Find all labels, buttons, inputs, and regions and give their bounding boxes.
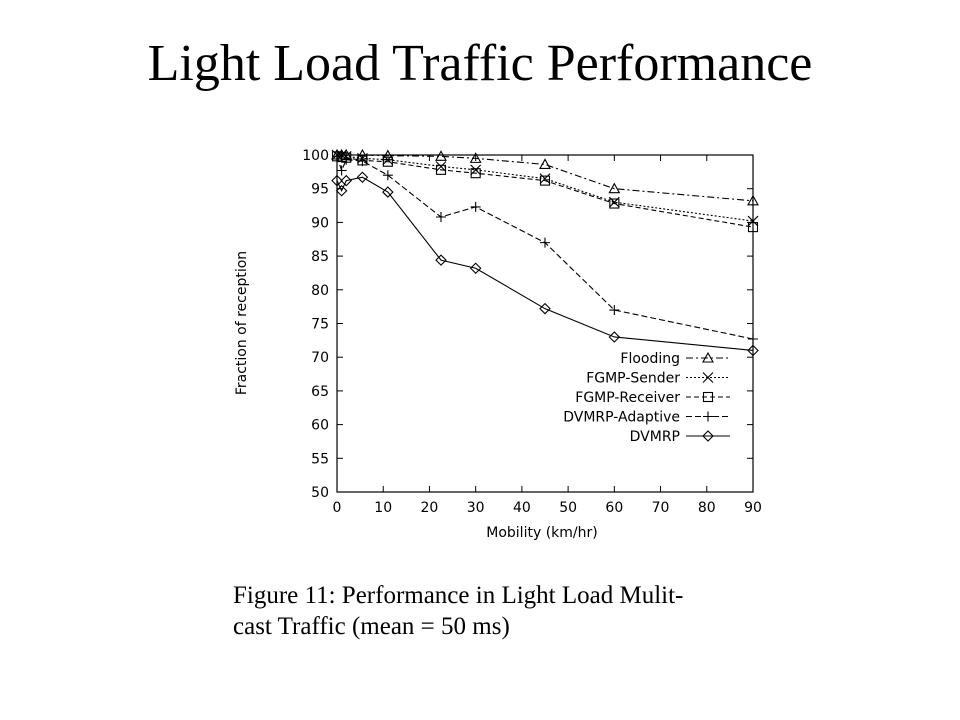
data-point <box>748 334 758 345</box>
x-tick-label: 0 <box>333 500 342 516</box>
legend: Flooding FGMP-Sender FGMP-Receiver DVMRP-Ad… <box>563 351 730 445</box>
data-point <box>382 154 394 166</box>
y-tick-label: 65 <box>311 384 329 400</box>
x-tick-label: 60 <box>605 500 623 516</box>
tick-labels: 0 10 20 30 40 50 60 70 80 90 50 55 60 65 70 75 80 85 90 95 1… <box>302 148 762 516</box>
data-point <box>747 222 759 233</box>
data-point <box>539 158 551 169</box>
y-tick-label: 55 <box>311 451 329 467</box>
data-point <box>747 215 759 227</box>
x-tick-label: 90 <box>744 500 762 516</box>
data-point <box>435 254 447 266</box>
y-tick-label: 85 <box>311 249 329 265</box>
data-point <box>382 170 393 181</box>
legend-label: FGMP-Receiver <box>575 390 680 406</box>
data-point <box>356 171 369 184</box>
data-point <box>357 156 368 167</box>
x-tick-label: 80 <box>698 500 716 516</box>
data-point <box>747 194 759 206</box>
data-point <box>382 186 394 198</box>
data-point <box>435 150 447 161</box>
legend-marker <box>702 372 714 383</box>
y-tick-label: 60 <box>311 418 329 434</box>
x-tick-label: 30 <box>467 500 485 516</box>
caption-line-1: Figure 11: Performance in Light Load Mul… <box>233 582 684 609</box>
data-point <box>382 156 393 167</box>
axes <box>336 154 754 493</box>
y-tick-label: 100 <box>302 148 329 164</box>
data-point <box>470 201 481 212</box>
series-dvmrp-adaptive <box>332 151 758 345</box>
data-point <box>608 182 621 194</box>
y-tick-label: 80 <box>311 283 329 299</box>
plot-frame <box>336 154 754 493</box>
y-tick-label: 90 <box>311 215 329 231</box>
legend-entry: DVMRP-Adaptive <box>563 410 730 426</box>
series-line <box>336 176 754 352</box>
data-point <box>608 331 621 343</box>
legend-entry: Flooding <box>620 351 730 367</box>
legend-entry: FGMP-Sender <box>586 371 730 387</box>
legend-label: FGMP-Sender <box>586 371 680 387</box>
series-lines <box>331 148 759 357</box>
legend-entry: DVMRP <box>630 429 730 445</box>
legend-label: Flooding <box>620 351 680 367</box>
data-point <box>435 164 447 175</box>
series-flooding <box>331 148 759 206</box>
data-point <box>470 168 481 179</box>
x-tick-label: 20 <box>421 500 439 516</box>
data-point <box>341 154 352 165</box>
data-point <box>469 262 482 275</box>
y-tick-label: 95 <box>311 182 329 198</box>
legend-marker <box>702 430 714 442</box>
figure-caption: Figure 11: Performance in Light Load Mul… <box>233 580 793 642</box>
series-fgmp-receiver <box>331 151 759 233</box>
y-tick-label: 70 <box>311 350 329 366</box>
legend-marker <box>703 411 713 422</box>
legend-label: DVMRP <box>630 429 680 445</box>
data-point <box>336 165 347 176</box>
x-tick-label: 50 <box>559 500 577 516</box>
y-tick-label: 50 <box>311 485 329 501</box>
x-tick-label: 70 <box>652 500 670 516</box>
reception-chart: 0 10 20 30 40 50 60 70 80 90 50 55 60 65 70 75 80 85 90 95 1… <box>234 148 762 541</box>
data-point <box>331 174 343 187</box>
data-point <box>539 302 551 315</box>
series-line <box>337 154 754 222</box>
data-point <box>332 151 342 162</box>
legend-label: DVMRP-Adaptive <box>563 410 680 426</box>
series-dvmrp <box>331 171 759 357</box>
x-tick-label: 10 <box>374 500 392 516</box>
x-axis-label: Mobility (km/hr) <box>486 525 597 541</box>
data-point <box>469 152 482 163</box>
y-tick-label: 75 <box>311 317 329 333</box>
caption-line-2: cast Traffic (mean = 50 ms) <box>233 613 510 640</box>
data-point <box>340 174 353 187</box>
slide-title: Light Load Traffic Performance <box>147 35 813 92</box>
data-point <box>436 212 446 223</box>
data-point <box>539 175 551 186</box>
y-axis-label: Fraction of reception <box>234 251 250 395</box>
legend-marker <box>702 391 714 403</box>
data-point <box>540 237 550 248</box>
legend-entry: FGMP-Receiver <box>575 390 730 406</box>
x-tick-label: 40 <box>513 500 531 516</box>
data-point <box>609 305 620 316</box>
series-line <box>336 156 754 340</box>
legend-marker <box>702 351 714 363</box>
series-fgmp-sender <box>331 149 759 227</box>
data-point <box>747 344 759 357</box>
data-point <box>539 173 551 184</box>
series-line <box>336 155 754 228</box>
data-point <box>609 198 620 209</box>
data-point <box>335 184 348 197</box>
